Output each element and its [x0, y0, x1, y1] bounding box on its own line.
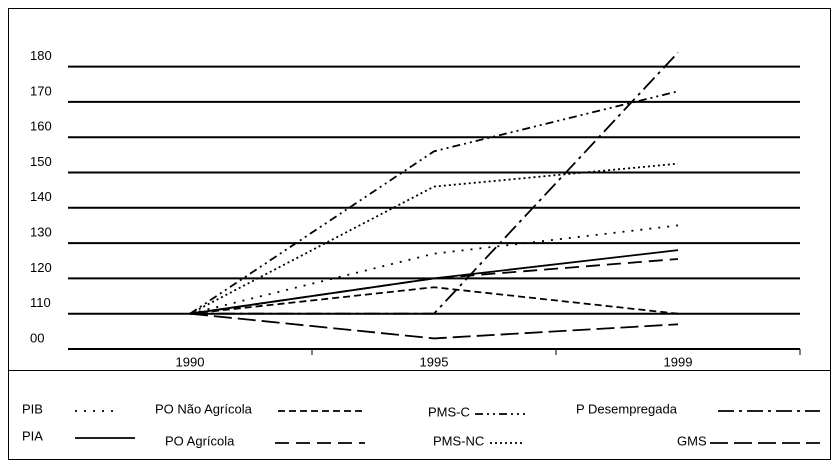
legend-label: PMS-NC — [433, 433, 484, 448]
legend-label: GMS — [677, 433, 707, 448]
series-line — [189, 162, 679, 315]
series-line — [189, 258, 679, 315]
y-tick-label: 130 — [30, 225, 52, 240]
y-tick-label: 170 — [30, 83, 52, 98]
y-tick-label: 140 — [30, 189, 52, 204]
series-line — [190, 51, 679, 315]
y-tick-label: 150 — [30, 154, 52, 169]
x-tick-label: 1995 — [420, 354, 449, 369]
legend-label: P Desempregada — [576, 401, 678, 416]
y-tick-label: 160 — [30, 119, 52, 134]
legend-label: PO Agrícola — [165, 433, 235, 448]
y-tick-label: 00 — [30, 330, 44, 345]
series-line — [189, 90, 679, 315]
legend-label: PMS-C — [428, 404, 470, 419]
series-line — [189, 286, 679, 315]
y-tick-label: 110 — [30, 295, 51, 310]
x-tick-label: 1990 — [176, 354, 205, 369]
series-line — [189, 249, 679, 315]
y-tick-label: 180 — [30, 48, 52, 63]
legend-label: PIB — [22, 401, 43, 416]
series-line — [189, 312, 679, 340]
y-tick-label: 120 — [30, 260, 52, 275]
series-line — [189, 224, 679, 315]
legend-label: PIA — [22, 428, 43, 443]
legend-label: PO Não Agrícola — [155, 401, 253, 416]
x-tick-label: 1999 — [664, 354, 693, 369]
frame — [8, 8, 831, 460]
